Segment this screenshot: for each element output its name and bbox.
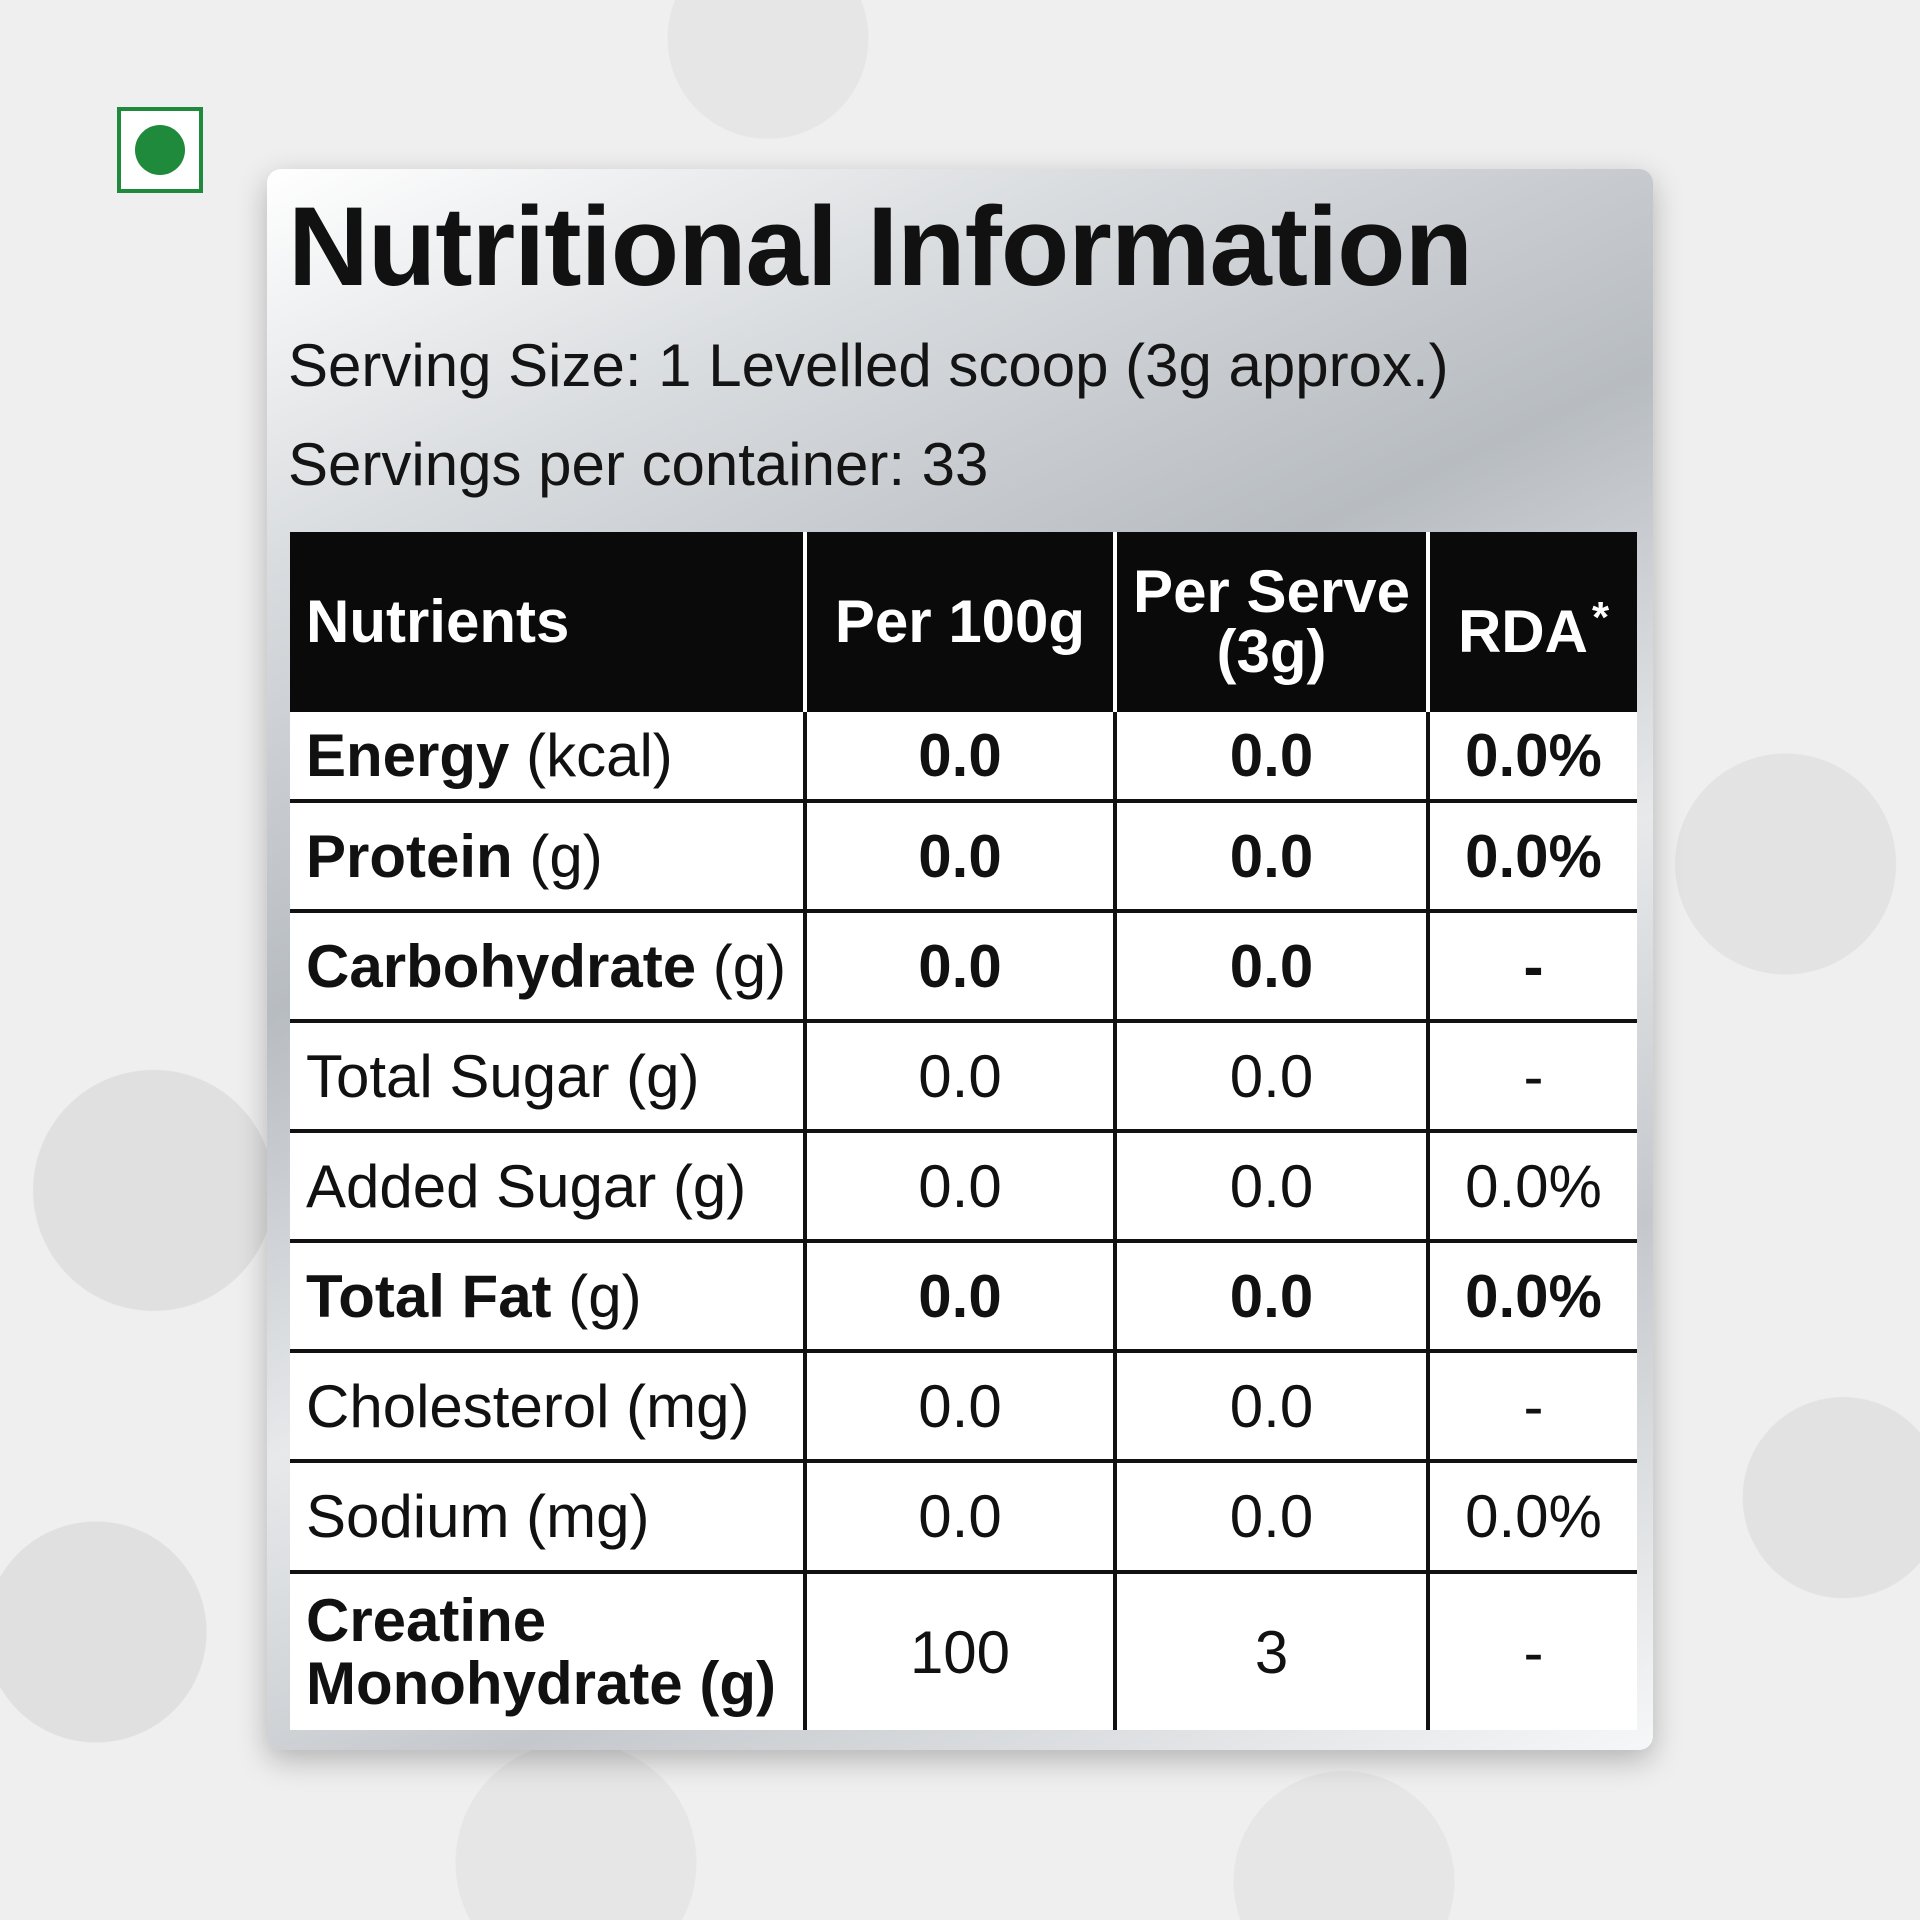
per-serve-value: 0.0	[1113, 1351, 1428, 1463]
per-100g-value: 0.0	[803, 712, 1115, 803]
serving-size: Serving Size: 1 Levelled scoop (3g appro…	[288, 332, 1449, 399]
per-serve-value: 3	[1113, 1572, 1428, 1730]
vegetarian-dot-icon	[135, 125, 185, 175]
nutrient-label: Total Fat	[306, 1262, 552, 1330]
nutrient-unit: (kcal)	[526, 722, 673, 789]
table-row: Creatine Monohydrate (g) 100 3 -	[290, 1572, 1637, 1730]
per-100g-value: 0.0	[803, 1351, 1115, 1463]
nutrient-name: Energy (kcal)	[290, 712, 805, 803]
rda-asterisk: *	[1591, 593, 1610, 642]
rda-value: 0.0%	[1426, 801, 1637, 913]
header-per-serve-line2: (3g)	[1216, 618, 1327, 685]
table-row: Sodium (mg) 0.0 0.0 0.0%	[290, 1461, 1637, 1574]
header-nutrients: Nutrients	[290, 532, 805, 712]
table-row: Protein (g) 0.0 0.0 0.0%	[290, 801, 1637, 913]
servings-per-container: Servings per container: 33	[288, 431, 989, 498]
table-row: Energy (kcal) 0.0 0.0 0.0%	[290, 712, 1637, 803]
per-serve-value: 0.0	[1113, 801, 1428, 913]
nutrient-name: Carbohydrate (g)	[290, 911, 805, 1023]
nutrient-label: Energy	[306, 722, 510, 789]
nutrient-name: Sodium (mg)	[290, 1461, 805, 1574]
rda-value: 0.0%	[1426, 712, 1637, 803]
nutrient-name: Added Sugar (g)	[290, 1131, 805, 1243]
rda-value: -	[1426, 1021, 1637, 1133]
nutrient-label: Carbohydrate	[306, 932, 697, 1000]
table-row: Added Sugar (g) 0.0 0.0 0.0%	[290, 1131, 1637, 1243]
per-serve-value: 0.0	[1113, 712, 1428, 803]
nutrient-label-line2: Monohydrate (g)	[306, 1650, 776, 1717]
nutrient-unit: (g)	[568, 1262, 642, 1330]
rda-value: 0.0%	[1426, 1241, 1637, 1353]
rda-value: -	[1426, 1351, 1637, 1463]
table-header-row: Nutrients Per 100g Per Serve (3g) RDA*	[290, 532, 1637, 712]
page-title: Nutritional Information	[288, 184, 1473, 309]
per-serve-value: 0.0	[1113, 1241, 1428, 1353]
header-rda-label: RDA	[1457, 598, 1588, 665]
per-100g-value: 0.0	[803, 1021, 1115, 1133]
vegetarian-mark-icon	[117, 107, 203, 193]
nutrient-label: Protein	[306, 822, 513, 890]
per-100g-value: 0.0	[803, 801, 1115, 913]
table-row: Total Sugar (g) 0.0 0.0 -	[290, 1021, 1637, 1133]
per-serve-value: 0.0	[1113, 1461, 1428, 1574]
rda-value: 0.0%	[1426, 1131, 1637, 1243]
per-serve-value: 0.0	[1113, 911, 1428, 1023]
header-per-serve: Per Serve (3g)	[1113, 532, 1428, 712]
header-rda: RDA*	[1426, 532, 1637, 712]
rda-value: -	[1426, 911, 1637, 1023]
nutrient-name: Total Fat (g)	[290, 1241, 805, 1353]
header-per-serve-line1: Per Serve	[1133, 558, 1410, 625]
header-per-100g: Per 100g	[803, 532, 1115, 712]
nutrient-name: Cholesterol (mg)	[290, 1351, 805, 1463]
nutrient-unit: (g)	[529, 822, 603, 890]
per-100g-value: 100	[803, 1572, 1115, 1730]
table-row: Total Fat (g) 0.0 0.0 0.0%	[290, 1241, 1637, 1353]
nutrient-label-line1: Creatine	[306, 1587, 547, 1654]
nutrition-table: Nutrients Per 100g Per Serve (3g) RDA* E…	[290, 532, 1637, 1730]
per-100g-value: 0.0	[803, 911, 1115, 1023]
per-serve-value: 0.0	[1113, 1021, 1428, 1133]
per-serve-value: 0.0	[1113, 1131, 1428, 1243]
table-row: Cholesterol (mg) 0.0 0.0 -	[290, 1351, 1637, 1463]
nutrient-name: Protein (g)	[290, 801, 805, 913]
nutrient-name: Creatine Monohydrate (g)	[290, 1572, 805, 1730]
per-100g-value: 0.0	[803, 1241, 1115, 1353]
rda-value: -	[1426, 1572, 1637, 1730]
nutrient-name: Total Sugar (g)	[290, 1021, 805, 1133]
table-row: Carbohydrate (g) 0.0 0.0 -	[290, 911, 1637, 1023]
nutrient-unit: (g)	[712, 932, 787, 1000]
per-100g-value: 0.0	[803, 1461, 1115, 1574]
per-100g-value: 0.0	[803, 1131, 1115, 1243]
rda-value: 0.0%	[1426, 1461, 1637, 1574]
